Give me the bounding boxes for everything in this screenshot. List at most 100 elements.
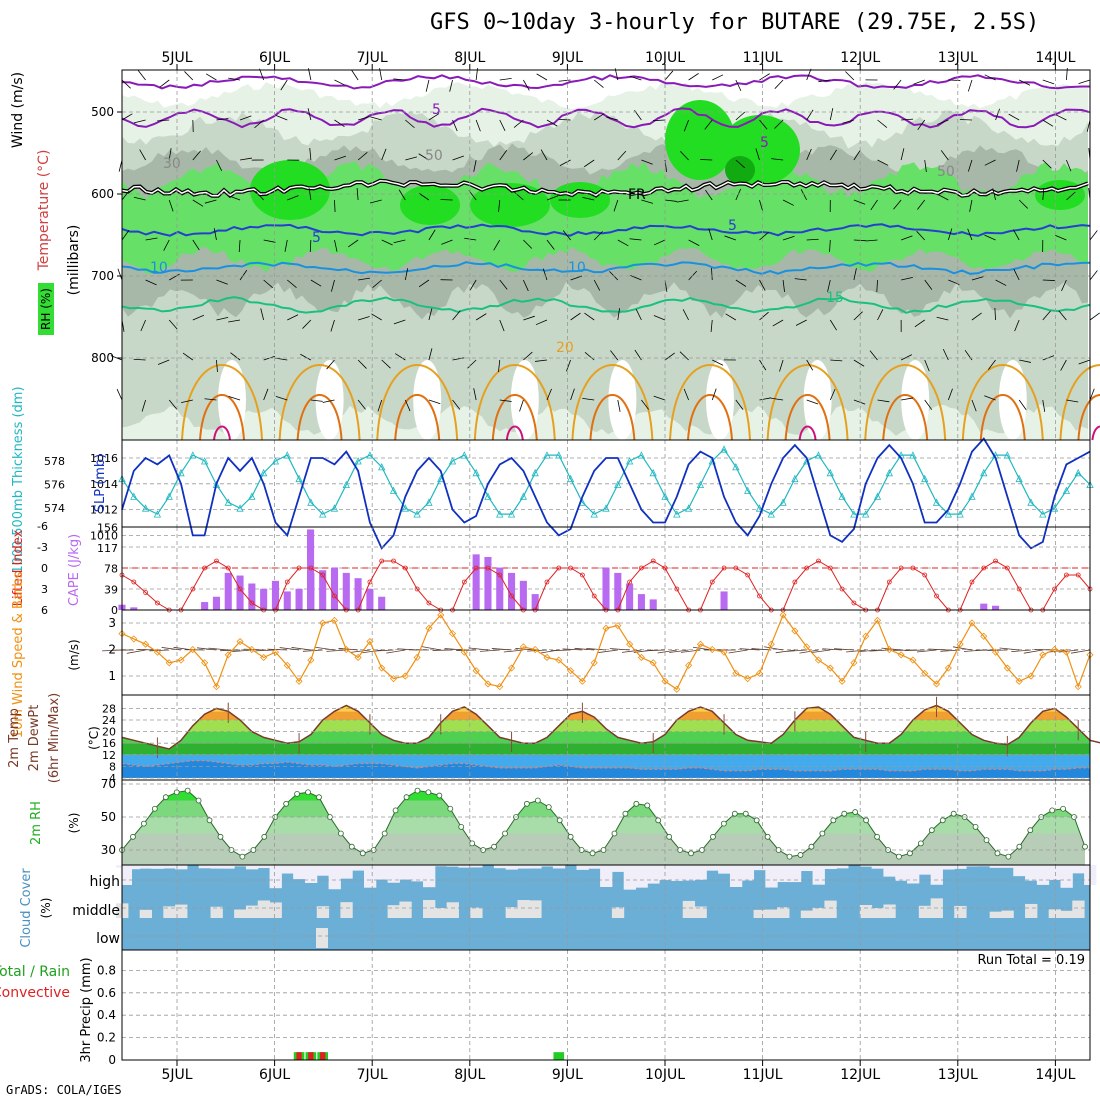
cloud-high-clear [552,865,566,869]
precip-conv-bar [296,1052,302,1060]
wind-barb-10m [669,649,689,653]
wind-barb [900,148,905,161]
rh-marker [1016,843,1023,850]
wind-barb [475,313,487,321]
rh-marker [1049,807,1056,814]
wind-barb [967,159,973,172]
wind-barb [121,79,131,89]
wind-speed-marker [248,645,256,654]
wind-barb [700,159,713,161]
cloud-axis-label: Cloud Cover [19,868,34,948]
cloud-high-clear [954,865,967,869]
wind-barb [499,399,512,402]
wind-barb [900,354,913,361]
rh-shade-bright [400,185,460,225]
cloud-high-clear [293,865,306,880]
thickness-marker [130,492,138,500]
temp-contour-25 [882,394,929,441]
wind-barb [853,359,865,367]
wind-barb [1042,399,1046,412]
wind-barb [1078,79,1091,84]
wind-speed-marker [614,622,622,630]
cloud-high-clear [600,865,613,888]
lifted-index-marker [827,565,833,571]
wind-barb [216,159,223,171]
wind-speed-marker [732,669,740,677]
wind-barb [570,388,575,401]
temp-tick-label: 20 [102,726,116,739]
wind-barb [192,150,201,161]
temp-fill-band [122,731,1090,744]
thickness-marker [283,451,291,459]
cloud-high-clear [1060,865,1073,888]
lifted-index-marker [296,565,302,571]
wind-barb [782,279,785,292]
rh-marker [589,850,596,857]
thickness-marker [460,451,468,459]
wind-barb-10m [822,648,843,651]
wind-barb [842,119,855,124]
dewpt-axis-label: 2m DewPt [27,705,42,772]
cloud-mid-clear [234,909,247,918]
wind-barb [216,316,229,321]
wind-barb [916,230,926,241]
wind-barb [405,119,415,129]
thickness-marker [1039,510,1047,518]
wind-barb [593,113,605,121]
wind-speed-marker [330,616,339,624]
lifted-index-marker [391,558,396,564]
wind-barb [947,228,953,241]
cloud-cover-panel: high middle low [72,864,1097,951]
wind-barb-10m [279,647,300,651]
wind-barb [1042,188,1045,201]
date-label-bottom: 12JUL [840,1067,880,1083]
cape-tick-label: 117 [97,542,118,555]
thickness-marker [1062,486,1071,494]
rh-marker [283,800,290,807]
cloud-high-clear [942,865,955,870]
wind-speed-marker [366,637,374,646]
precip-units-label: 3hr Precip (mm) [79,957,94,1062]
rh-marker [381,830,388,837]
wind-speed-marker [165,659,173,667]
lifted-index-marker [402,565,408,571]
wind-barb [829,239,831,253]
temp-contour-20 [376,364,459,441]
temp-contour-30 [213,425,231,441]
cape-bar [236,575,244,610]
cloud-high-clear [1072,865,1085,874]
wind-speed-marker [342,645,350,654]
thickness-marker [767,510,775,518]
wind-barb [771,397,784,401]
thickness-marker [378,463,386,471]
wind-speed-marker [153,648,161,656]
wind-barb [418,279,430,288]
wind-barb [523,279,529,292]
wind-barb [372,279,382,289]
wind-barb [984,74,996,81]
cape-axis-label: CAPE (J/kg) [67,534,82,606]
wind-barb-10m [232,649,252,653]
wind-speed-marker [378,664,386,672]
cloud-high-clear [529,865,542,869]
thickness-marker [932,498,941,506]
temp-contour-25 [296,394,343,441]
wind-barb [584,312,595,321]
upper-air-panel: 500 600 700 800 5 5 5 5 10 10 15 20 30 50 50 FR [91,68,1100,441]
wind-speed-marker [661,677,669,685]
rh-marker [491,843,497,850]
wind-barb [348,239,359,248]
rh-marker [1082,843,1088,850]
precip-tick-label: 0.6 [97,986,116,1000]
slp-tick-label: 1012 [90,504,118,517]
wind-barb [1089,230,1098,241]
temp-line [121,704,1100,750]
thickness-marker [366,451,374,459]
cloud-high-clear [234,865,247,867]
wind-speed-marker [991,648,1000,656]
cloud-high-clear [741,865,755,881]
temp-contour-25 [1077,394,1100,441]
wind-barb [393,319,406,325]
rh-marker [622,810,629,817]
lifted-index-marker [426,600,432,606]
